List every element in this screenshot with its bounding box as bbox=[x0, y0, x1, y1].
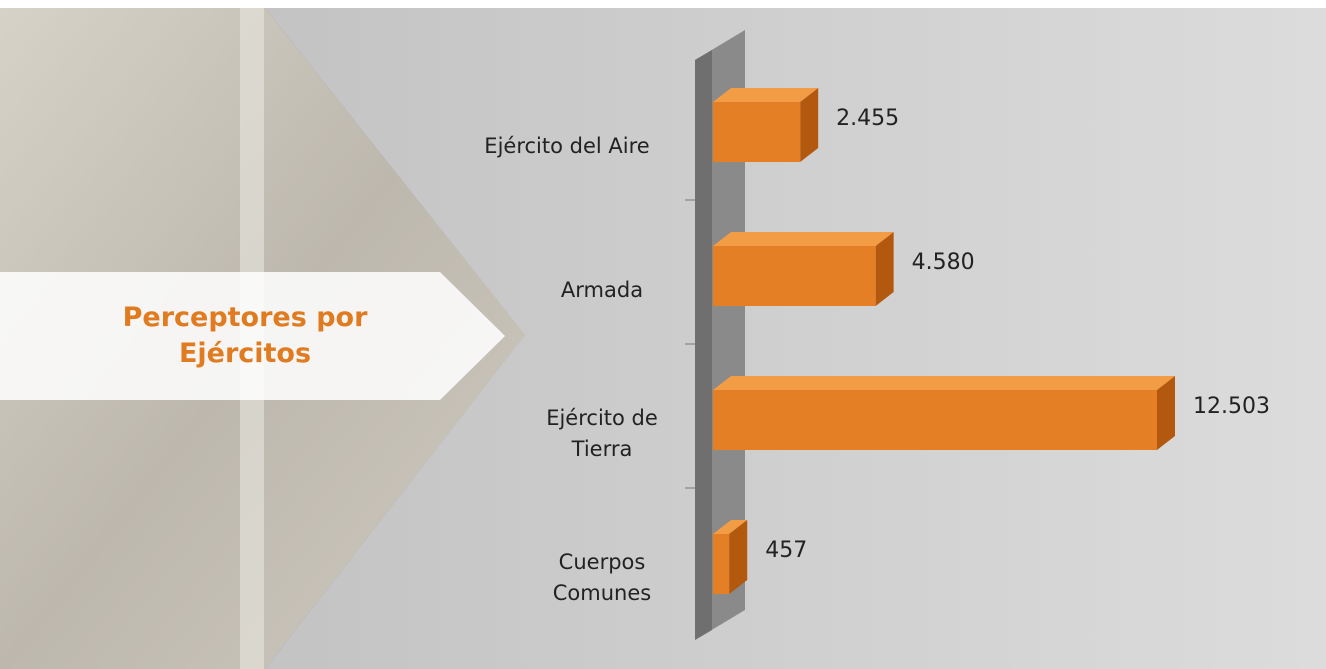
bar-side bbox=[1157, 376, 1175, 450]
category-label: Cuerpos Comunes bbox=[552, 550, 652, 605]
value-label: 457 bbox=[765, 538, 808, 563]
category-label: Armada bbox=[560, 277, 644, 302]
category-label: Ejército del Aire bbox=[484, 133, 650, 158]
value-label: 2.455 bbox=[836, 106, 900, 131]
bar-side bbox=[729, 520, 748, 594]
bar-top bbox=[713, 88, 819, 102]
chart-title: Perceptores por Ejércitos bbox=[122, 302, 368, 369]
bar-side bbox=[875, 232, 894, 306]
value-label: 12.503 bbox=[1193, 394, 1270, 419]
bar bbox=[713, 246, 876, 306]
bar bbox=[713, 390, 1157, 450]
bar bbox=[713, 102, 801, 162]
bar-top bbox=[713, 376, 1175, 390]
axis-wall-side bbox=[695, 50, 712, 640]
bar-side bbox=[800, 88, 819, 162]
title-band bbox=[0, 272, 505, 400]
category-label: Ejército de Tierra bbox=[546, 406, 658, 461]
value-label: 4.580 bbox=[911, 250, 975, 275]
bar bbox=[713, 534, 730, 594]
bar-top bbox=[713, 520, 748, 534]
bar-top bbox=[713, 232, 894, 246]
